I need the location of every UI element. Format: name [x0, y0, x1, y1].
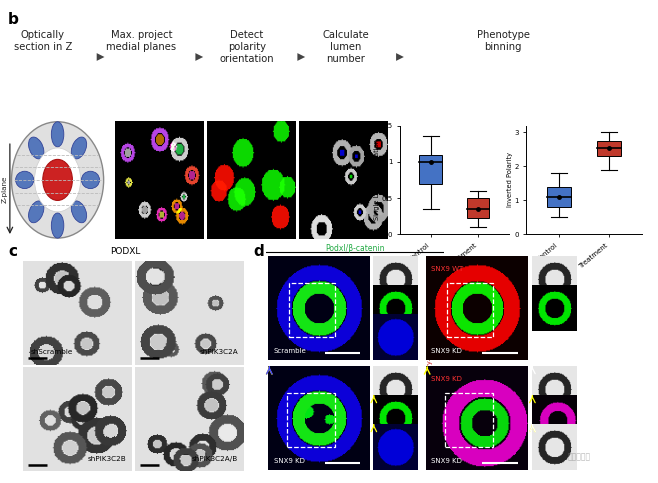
Text: 付费信息网: 付费信息网: [567, 452, 591, 461]
Text: shPIK3C2B: shPIK3C2B: [88, 455, 126, 462]
Ellipse shape: [82, 171, 99, 188]
Ellipse shape: [71, 201, 87, 223]
Ellipse shape: [12, 122, 103, 238]
Bar: [287, 393, 335, 447]
Text: SNX9 KD: SNX9 KD: [432, 458, 463, 464]
Y-axis label: Inverted Polarity: Inverted Polarity: [507, 153, 513, 207]
Text: shPIK3C2A: shPIK3C2A: [199, 349, 238, 355]
Ellipse shape: [51, 122, 64, 147]
Bar: [547, 187, 571, 207]
Text: SNX9 KD: SNX9 KD: [432, 377, 463, 383]
Circle shape: [43, 159, 72, 200]
Text: Max. project
medial planes: Max. project medial planes: [107, 30, 176, 52]
Text: Scramble: Scramble: [274, 348, 307, 354]
Bar: [419, 155, 442, 184]
Text: shScramble: shScramble: [31, 349, 73, 355]
Ellipse shape: [51, 213, 64, 238]
Ellipse shape: [28, 137, 44, 159]
Bar: [467, 198, 490, 218]
Circle shape: [35, 148, 81, 212]
Text: Optically
section in Z: Optically section in Z: [14, 30, 72, 52]
Ellipse shape: [28, 201, 44, 223]
Text: SNX9 WT: SNX9 WT: [432, 267, 464, 272]
Y-axis label: Single Lumen Formation: Single Lumen Formation: [374, 140, 380, 220]
Text: SNX9 KD: SNX9 KD: [432, 348, 463, 354]
Text: SNX9 KD: SNX9 KD: [274, 458, 305, 464]
Text: Phenotype
binning: Phenotype binning: [477, 30, 530, 52]
Text: Podxl/β-catenin: Podxl/β-catenin: [326, 244, 385, 253]
Bar: [289, 283, 335, 337]
Text: Z-plane: Z-plane: [1, 175, 8, 203]
Bar: [597, 141, 621, 156]
Text: c: c: [8, 244, 17, 259]
Text: mCherry-SNX9: mCherry-SNX9: [426, 340, 432, 388]
Bar: [445, 393, 493, 447]
Text: b: b: [8, 12, 19, 27]
Ellipse shape: [71, 137, 87, 159]
Text: d: d: [253, 244, 264, 259]
Text: shPIK3C2A/B: shPIK3C2A/B: [191, 455, 238, 462]
Ellipse shape: [16, 171, 34, 188]
Bar: [447, 283, 493, 337]
Text: Detect
polarity
orientation: Detect polarity orientation: [219, 30, 274, 64]
Text: PODXL: PODXL: [110, 247, 140, 256]
Text: Calculate
lumen
number: Calculate lumen number: [322, 30, 369, 64]
